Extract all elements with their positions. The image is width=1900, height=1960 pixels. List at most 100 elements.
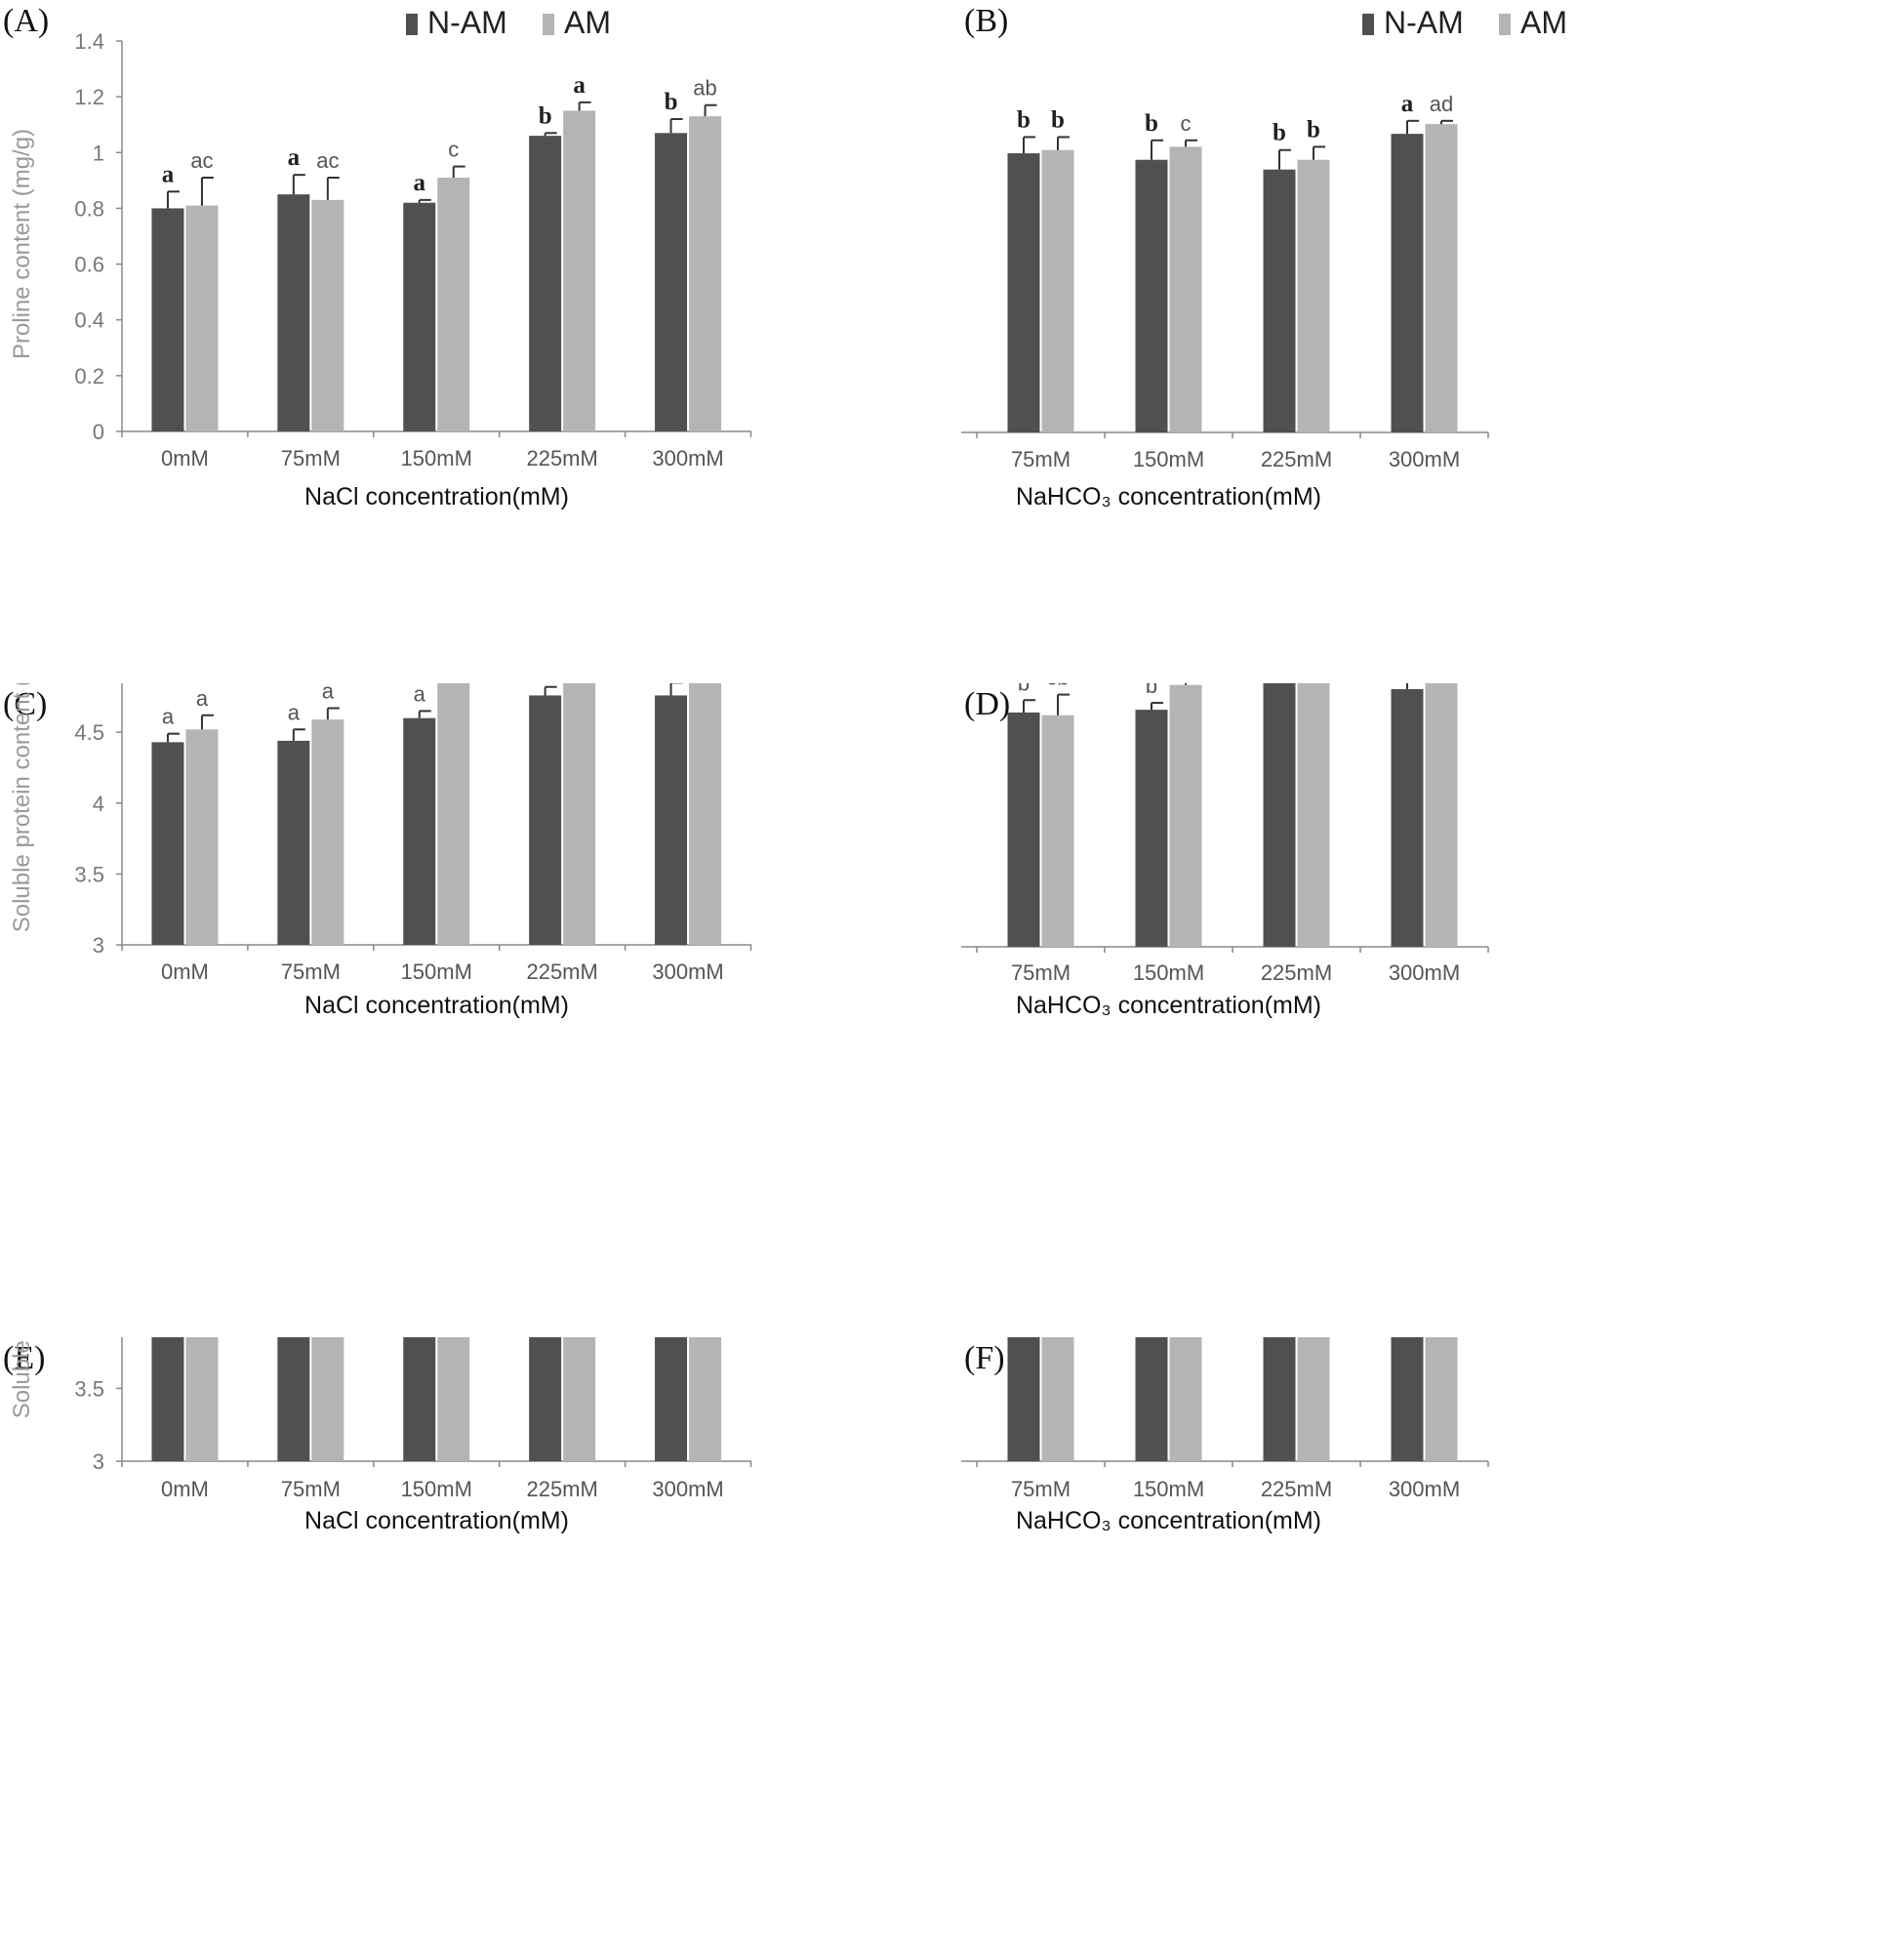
x-category-label: 75mM [281, 960, 341, 984]
significance-label: c [448, 138, 459, 162]
bar-am [1297, 1143, 1330, 1461]
x-axis-title-e: NaCl concentration(mM) [304, 1507, 569, 1534]
significance-label: b [1146, 683, 1157, 698]
bar-am [437, 670, 470, 945]
y-axis-title-e: Soluble sugar content(%) [9, 1337, 35, 1418]
x-axis-title-c: NaCl concentration(mM) [304, 992, 569, 1019]
significance-label: ad [1430, 92, 1453, 116]
significance-label: a [414, 170, 426, 196]
x-category-label: 150mM [401, 960, 472, 984]
bar-am [1041, 149, 1074, 432]
y-tick-label: 0.2 [74, 364, 104, 388]
x-category-label: 150mM [1133, 447, 1204, 471]
bar-nam [529, 1183, 562, 1461]
x-category-label: 300mM [652, 446, 723, 470]
bar-am [1041, 715, 1074, 947]
y-tick-label: 1.2 [74, 85, 104, 109]
bar-nam [1391, 1197, 1424, 1461]
significance-label: b [1273, 120, 1286, 146]
significance-label: a [288, 144, 301, 171]
panel-label-f: (F) [964, 1340, 1005, 1376]
bar-nam [1135, 159, 1168, 432]
legend-swatch-nam [406, 14, 418, 35]
bar-am [1425, 643, 1458, 947]
panel-label-a: (A) [3, 3, 49, 39]
bar-am [563, 621, 596, 945]
bar-nam [655, 1190, 688, 1461]
y-tick-label: 4.5 [74, 720, 104, 745]
x-category-label: 300mM [652, 1477, 723, 1501]
bar-am [689, 1168, 722, 1461]
bar-am [1169, 684, 1202, 947]
significance-label: b [1145, 110, 1158, 137]
significance-label: a [162, 705, 175, 729]
significance-label: b [665, 89, 678, 115]
x-category-label: 300mM [1389, 960, 1460, 985]
x-category-label: 150mM [401, 1477, 472, 1501]
significance-label: a [414, 683, 426, 706]
x-category-label: 225mM [526, 1477, 597, 1501]
x-category-label: 300mM [1389, 1477, 1460, 1501]
bar-am [563, 1140, 596, 1461]
bar-nam [403, 1210, 436, 1461]
bar-nam [403, 717, 436, 945]
x-category-label: 225mM [1261, 447, 1332, 471]
chart-a-svg: (A) N-AM AM 0 0.2 0.4 0.6 0.8 1 1.2 1.4 Proline con… [3, 3, 752, 510]
y-tick-label: 3 [93, 933, 104, 958]
bar-am [437, 1168, 470, 1461]
bar-nam [1263, 679, 1296, 947]
x-category-label: 225mM [1261, 1477, 1332, 1501]
legend-swatch-am [1499, 14, 1511, 35]
legend-label-am: AM [1520, 5, 1567, 40]
x-category-label: 75mM [1011, 1477, 1071, 1501]
x-category-label: 75mM [281, 1477, 341, 1501]
y-tick-label: 3.5 [74, 1376, 104, 1401]
significance-label: a [1401, 91, 1414, 117]
significance-label: ac [316, 148, 339, 173]
x-axis-title-b: NaHCO₃ concentration(mM) [1016, 483, 1321, 510]
legend-swatch-am [543, 14, 554, 35]
significance-label: b [1018, 683, 1030, 695]
y-tick-label: 4 [93, 792, 104, 816]
significance-label: b [1051, 106, 1065, 133]
bar-am [437, 178, 470, 431]
x-category-label: 0mM [161, 446, 209, 470]
panel-label-d: (D) [964, 686, 1010, 722]
x-category-label: 75mM [1011, 447, 1071, 471]
significance-label: b [1307, 116, 1320, 143]
significance-label: a [162, 161, 175, 187]
bar-nam [151, 742, 184, 945]
bar-am [311, 199, 344, 431]
x-category-label: 225mM [526, 960, 597, 984]
x-category-label: 150mM [1133, 960, 1204, 985]
significance-label: b [1017, 106, 1031, 133]
bar-am [185, 1240, 219, 1461]
bar-nam [277, 740, 310, 945]
significance-label: a [196, 686, 209, 711]
bar-nam [1007, 153, 1040, 433]
bar-nam [529, 695, 562, 945]
bar-nam [151, 208, 184, 431]
bar-nam [655, 133, 688, 432]
x-category-label: 0mM [161, 960, 209, 984]
bar-am [311, 719, 344, 945]
legend-swatch-nam [1362, 14, 1374, 35]
bar-am [1041, 1223, 1074, 1461]
legend-label-am: AM [564, 5, 611, 40]
y-tick-label: 0.8 [74, 196, 104, 221]
x-category-label: 150mM [401, 446, 472, 470]
x-category-label: 300mM [652, 960, 723, 984]
x-axis-title-a: NaCl concentration(mM) [304, 483, 569, 510]
bar-am [563, 110, 596, 431]
bar-nam [1263, 1187, 1296, 1461]
panel-label-b: (B) [964, 3, 1008, 39]
x-axis-title-d: NaHCO₃ concentration(mM) [1016, 992, 1321, 1019]
panel-label-e: (E) [3, 1340, 45, 1376]
